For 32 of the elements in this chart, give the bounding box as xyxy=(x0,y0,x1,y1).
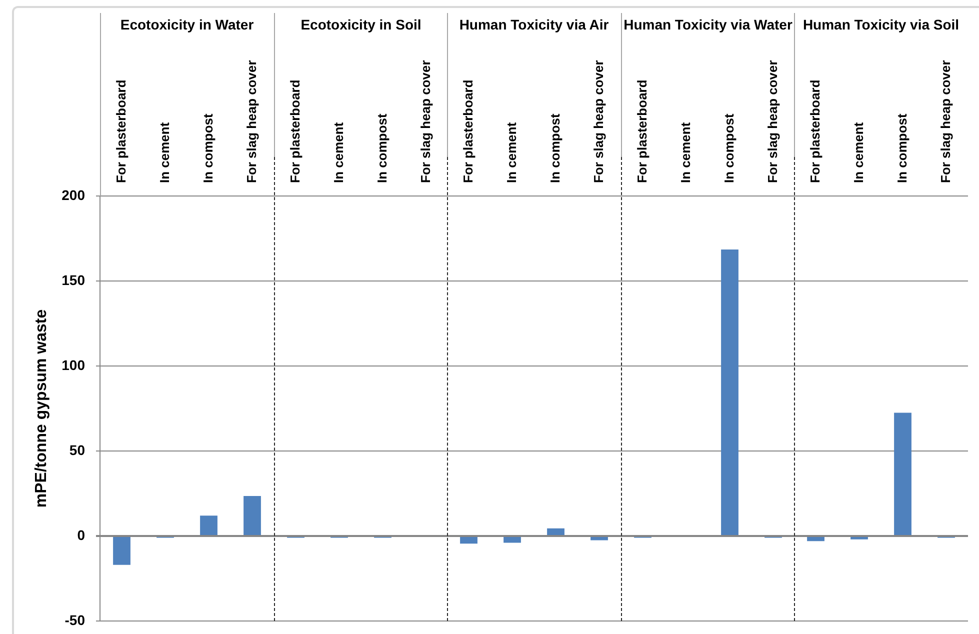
x-tick-label: In compost xyxy=(721,112,736,183)
y-tick-label: 0 xyxy=(77,526,86,543)
y-tick-label: 200 xyxy=(62,186,86,203)
x-tick-label: For slag heap cover xyxy=(244,60,259,183)
x-tick-label: In cement xyxy=(504,122,520,183)
y-tick-label: 50 xyxy=(69,442,86,458)
x-tick-label: In compost xyxy=(200,112,216,183)
y-tick-label: 100 xyxy=(62,356,86,373)
x-tick-label: For plasterboard xyxy=(460,80,476,183)
chart-title: Human Toxicity via Soil xyxy=(803,16,960,32)
chart-title: Human Toxicity via Air xyxy=(460,16,610,32)
x-tick-label: For slag heap cover xyxy=(591,60,606,183)
x-tick-label: For plasterboard xyxy=(113,80,128,183)
y-tick-label: -50 xyxy=(64,612,86,628)
x-tick-label: In compost xyxy=(548,112,563,183)
x-tick-label: For plasterboard xyxy=(634,80,650,183)
x-tick-label: For slag heap cover xyxy=(938,60,954,183)
y-tick-label: 150 xyxy=(62,272,86,288)
x-tick-label: In cement xyxy=(678,122,693,183)
x-tick-label: For plasterboard xyxy=(808,80,823,183)
x-tick-label: In cement xyxy=(156,122,172,183)
x-tick-label: In cement xyxy=(851,122,866,183)
x-tick-label: For slag heap cover xyxy=(417,60,432,183)
chart-title: Ecotoxicity in Soil xyxy=(300,16,421,32)
x-tick-label: In compost xyxy=(894,112,910,183)
x-tick-label: For plasterboard xyxy=(286,80,302,183)
x-tick-label: For slag heap cover xyxy=(764,60,780,183)
x-tick-label: In cement xyxy=(330,122,346,183)
chart-title: Human Toxicity via Water xyxy=(623,16,793,32)
chart-title: Ecotoxicity in Water xyxy=(120,16,254,32)
x-tick-label: In compost xyxy=(374,112,389,183)
y-axis-title: mPE/tonne gypsum waste xyxy=(33,309,50,508)
